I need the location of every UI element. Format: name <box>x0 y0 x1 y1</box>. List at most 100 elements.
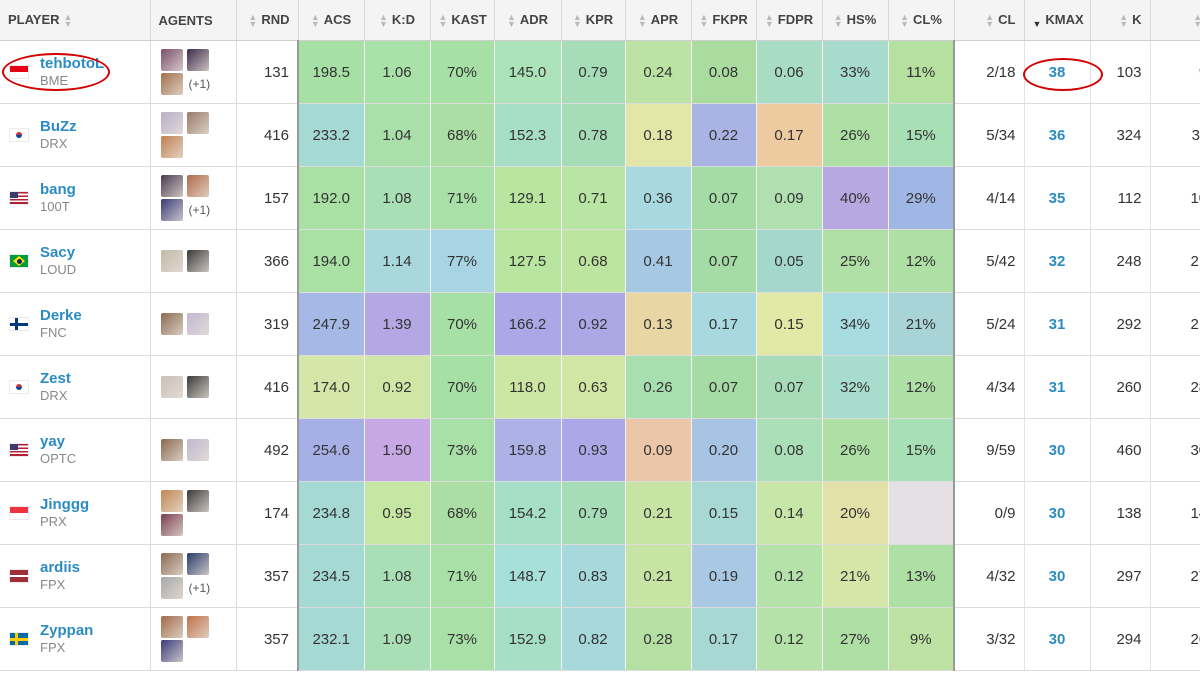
player-name-link[interactable]: tehbotoL <box>40 55 105 72</box>
kd-cell: 1.50 <box>364 418 431 482</box>
rnd-cell: 174 <box>236 481 299 545</box>
kmax-cell[interactable]: 35 <box>1024 166 1091 230</box>
kmax-cell[interactable]: 36 <box>1024 103 1091 167</box>
adr-cell: 129.1 <box>494 166 562 230</box>
agents-cell <box>150 229 237 293</box>
kast-cell: 71% <box>430 544 495 608</box>
col-header-kmax[interactable]: ▼ KMAX <box>1024 0 1091 41</box>
col-header-acs[interactable]: ▲ ▼ ACS <box>298 0 365 41</box>
d-cell: 275 <box>1150 544 1200 608</box>
fkpr-cell: 0.20 <box>691 418 757 482</box>
col-header-adr[interactable]: ▲ ▼ ADR <box>494 0 562 41</box>
col-header-k[interactable]: ▲ ▼ K <box>1090 0 1151 41</box>
col-header-rnd[interactable]: ▲ ▼ RND <box>236 0 299 41</box>
kmax-cell[interactable]: 32 <box>1024 229 1091 293</box>
apr-cell: 0.26 <box>625 355 692 419</box>
cl-cell: 5/34 <box>953 103 1025 167</box>
acs-cell: 198.5 <box>298 40 365 104</box>
table-row: tehbotoL BME (+1) 131 198.5 1.06 70% 145.0 0.… <box>0 40 1200 104</box>
player-name-link[interactable]: Jinggg <box>40 496 90 513</box>
k-cell: 294 <box>1090 607 1151 671</box>
player-name-link[interactable]: Sacy <box>40 244 76 261</box>
hs-cell: 25% <box>822 229 889 293</box>
agents-cell <box>150 481 237 545</box>
sort-icon: ▲ ▼ <box>900 11 910 29</box>
acs-cell: 247.9 <box>298 292 365 356</box>
agent-portrait-icon <box>160 136 183 158</box>
kmax-cell[interactable]: 30 <box>1024 607 1091 671</box>
col-header-d[interactable]: ▲▼D <box>1150 0 1200 41</box>
sort-icon: ▲ ▼ <box>506 11 516 29</box>
col-header-kast[interactable]: ▲ ▼ KAST <box>430 0 495 41</box>
team-tag: FNC <box>40 325 67 340</box>
player-name-link[interactable]: Derke <box>40 307 82 324</box>
kmax-cell[interactable]: 31 <box>1024 355 1091 419</box>
fkpr-cell: 0.08 <box>691 40 757 104</box>
table-body: tehbotoL BME (+1) 131 198.5 1.06 70% 145.0 0.… <box>0 40 1200 671</box>
player-name-link[interactable]: bang <box>40 181 76 198</box>
apr-cell: 0.24 <box>625 40 692 104</box>
team-tag: DRX <box>40 136 68 151</box>
apr-cell: 0.13 <box>625 292 692 356</box>
flag-brazil-icon <box>10 255 28 267</box>
col-header-player[interactable]: PLAYER ▲ ▼ <box>0 0 151 41</box>
kpr-cell: 0.78 <box>561 103 626 167</box>
fkpr-cell: 0.15 <box>691 481 757 545</box>
d-cell: 311 <box>1150 103 1200 167</box>
col-header-cl[interactable]: ▲ ▼ CL <box>954 0 1025 41</box>
sort-icon: ▲ ▼ <box>764 11 774 29</box>
d-cell: 210 <box>1150 292 1200 356</box>
kast-cell: 73% <box>430 607 495 671</box>
apr-cell: 0.36 <box>625 166 692 230</box>
col-header-apr[interactable]: ▲ ▼ APR <box>625 0 692 41</box>
kd-cell: 0.95 <box>364 481 431 545</box>
kast-cell: 71% <box>430 166 495 230</box>
player-name-link[interactable]: yay <box>40 433 66 450</box>
team-tag: FPX <box>40 577 66 592</box>
agent-portrait-icon <box>186 313 209 335</box>
col-header-hs[interactable]: ▲ ▼ HS% <box>822 0 889 41</box>
extra-agents-count: (+1) <box>188 77 211 91</box>
cl-pct-cell: 13% <box>888 544 955 608</box>
col-header-fdpr[interactable]: ▲ ▼ FDPR <box>756 0 823 41</box>
agent-portrait-icon <box>186 490 209 512</box>
kmax-cell[interactable]: 30 <box>1024 544 1091 608</box>
agent-portrait-icon <box>160 313 183 335</box>
agents-cell <box>150 418 237 482</box>
player-cell: Zyppan FPX <box>0 607 151 671</box>
col-header-cl-pct[interactable]: ▲ ▼ CL% <box>888 0 955 41</box>
acs-cell: 233.2 <box>298 103 365 167</box>
hs-cell: 34% <box>822 292 889 356</box>
player-name-link[interactable]: ardiis <box>40 559 81 576</box>
sort-icon: ▲ ▼ <box>248 11 258 29</box>
col-header-kd[interactable]: ▲ ▼ K:D <box>364 0 431 41</box>
player-cell: tehbotoL BME <box>0 40 151 104</box>
k-cell: 292 <box>1090 292 1151 356</box>
agents-cell <box>150 355 237 419</box>
cl-cell: 5/42 <box>953 229 1025 293</box>
agent-portrait-icon <box>186 250 209 272</box>
hs-cell: 32% <box>822 355 889 419</box>
col-header-fkpr[interactable]: ▲ ▼ FKPR <box>691 0 757 41</box>
player-name-link[interactable]: Zyppan <box>40 622 94 639</box>
sort-icon: ▲ ▼ <box>699 11 709 29</box>
k-cell: 112 <box>1090 166 1151 230</box>
fkpr-cell: 0.17 <box>691 292 757 356</box>
kmax-cell[interactable]: 30 <box>1024 418 1091 482</box>
player-name-link[interactable]: Zest <box>40 370 71 387</box>
d-cell: 104 <box>1150 166 1200 230</box>
kmax-cell[interactable]: 30 <box>1024 481 1091 545</box>
fdpr-cell: 0.05 <box>756 229 823 293</box>
agent-portrait-icon <box>160 175 183 197</box>
fdpr-cell: 0.12 <box>756 544 823 608</box>
table-row: Sacy LOUD 366 194.0 1.14 77% 127.5 0.68 0.41 0.… <box>0 229 1200 293</box>
agent-portrait-icon <box>186 49 209 71</box>
player-name-link[interactable]: BuZz <box>40 118 77 135</box>
kmax-cell[interactable]: 38 <box>1024 40 1091 104</box>
team-tag: LOUD <box>40 262 77 277</box>
kast-cell: 70% <box>430 355 495 419</box>
kmax-cell[interactable]: 31 <box>1024 292 1091 356</box>
kast-cell: 70% <box>430 40 495 104</box>
player-cell: ardiis FPX <box>0 544 151 608</box>
col-header-kpr[interactable]: ▲ ▼ KPR <box>561 0 626 41</box>
